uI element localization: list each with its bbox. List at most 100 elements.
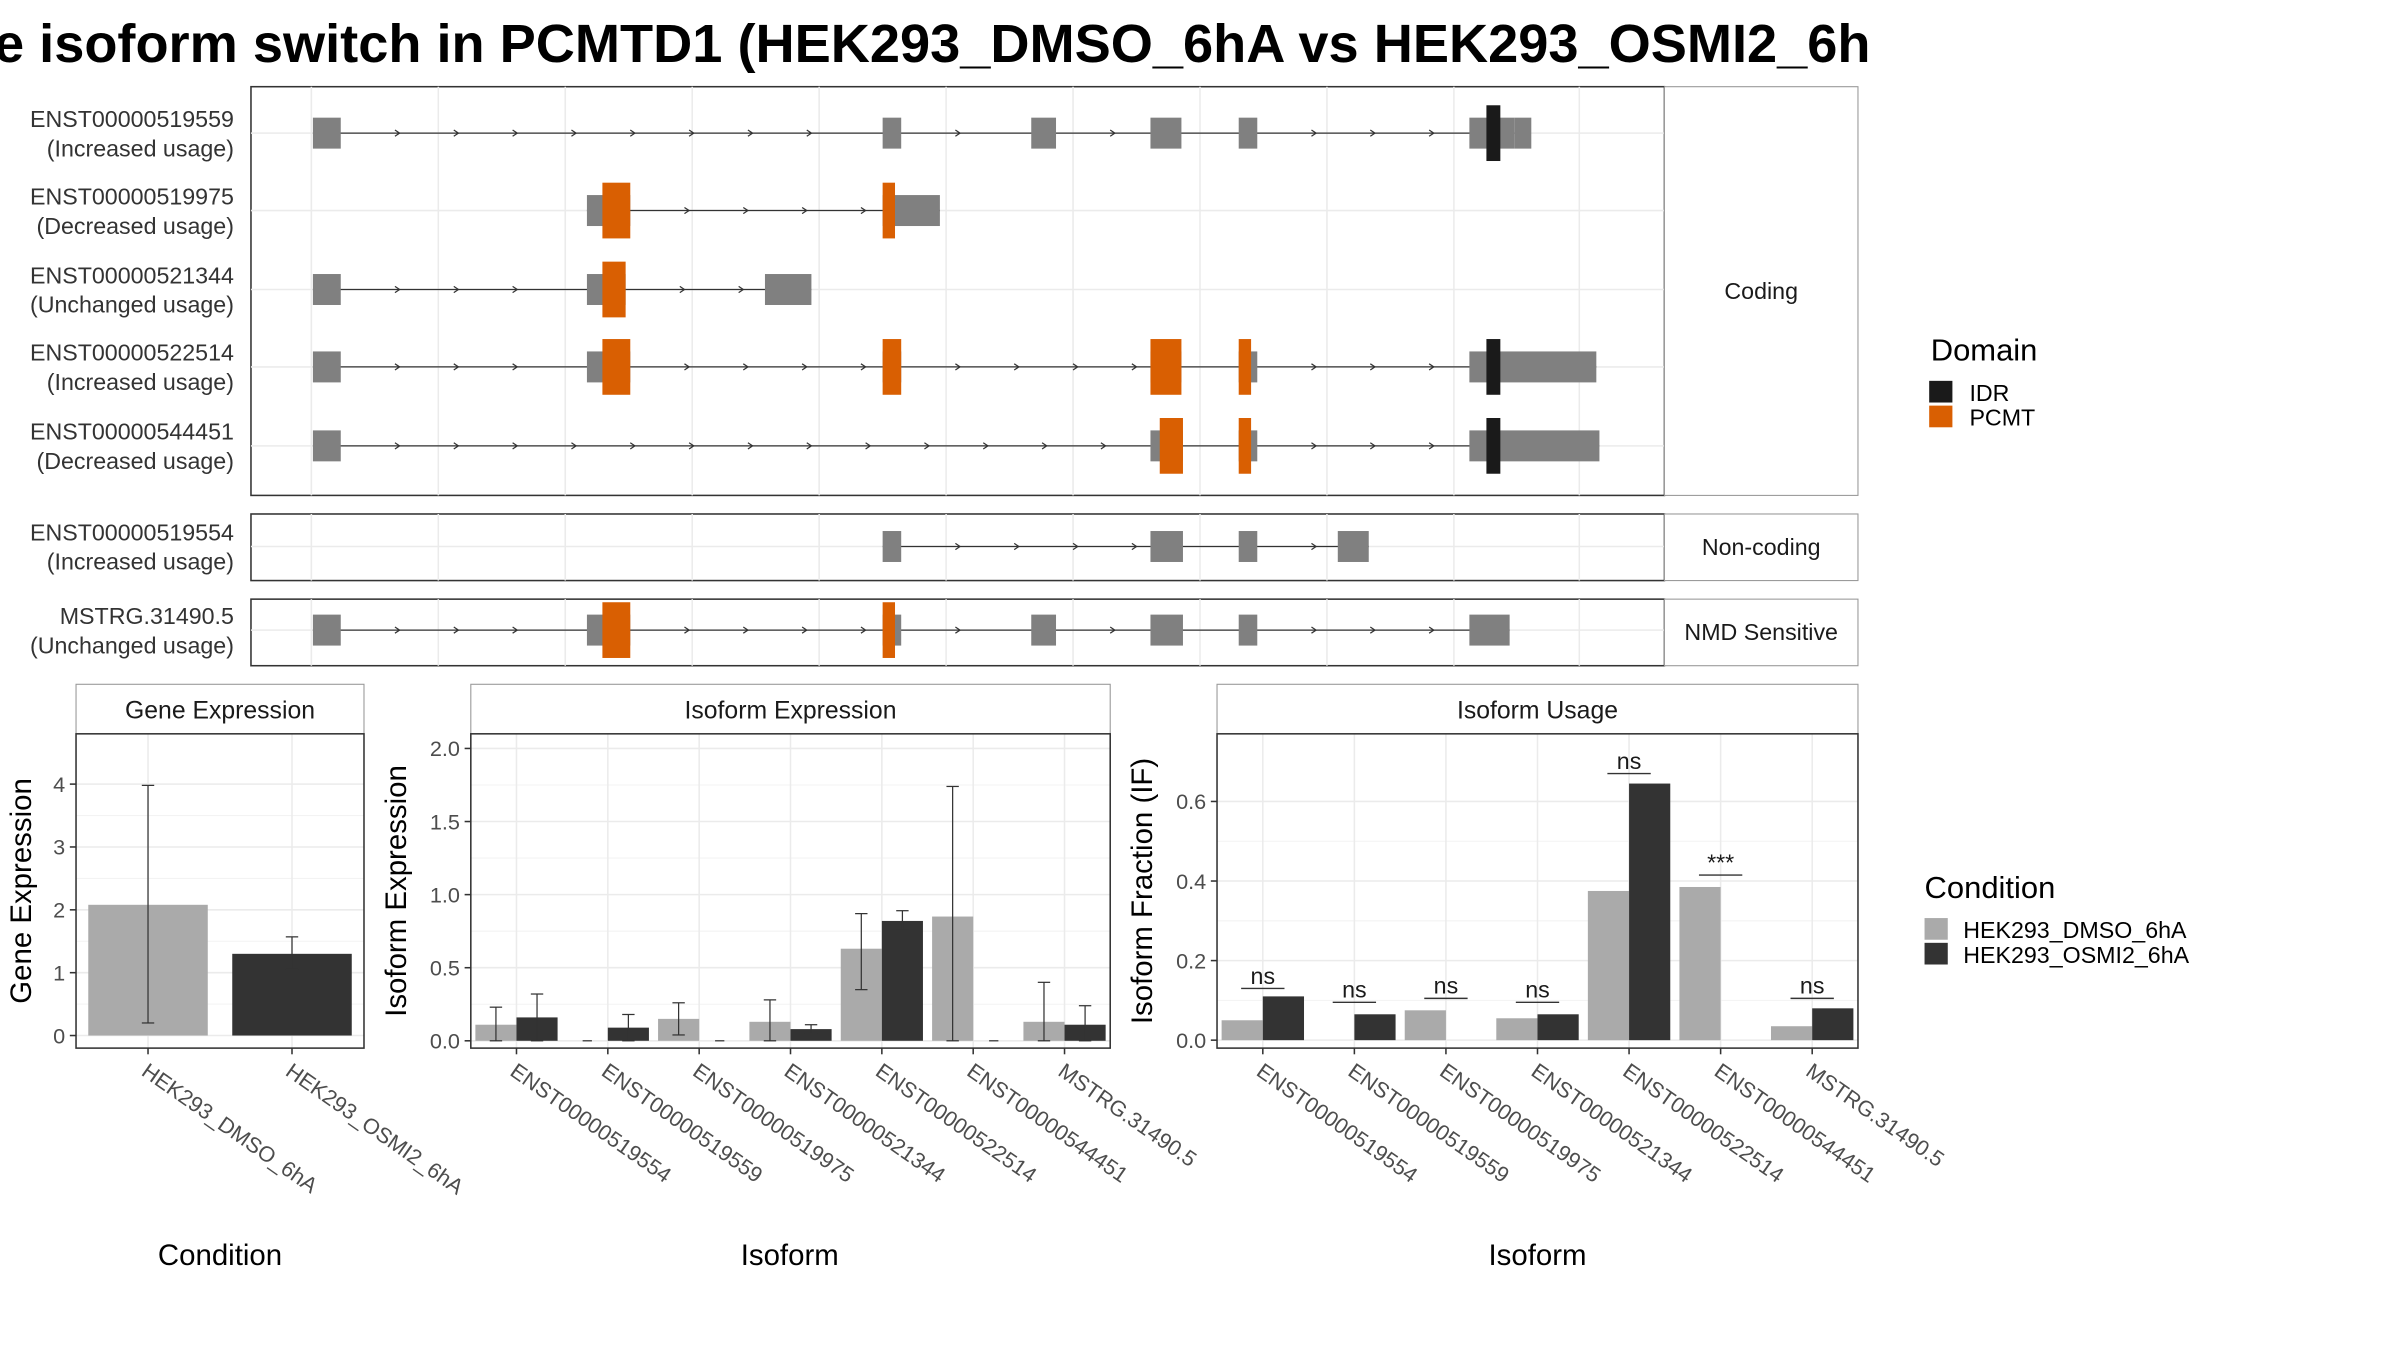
transcript-panel-2: NMD Sensitive MSTRG.31490.5 (Unchanged usa…	[30, 598, 1859, 667]
intron-arrow	[1013, 542, 1020, 551]
x-tick-label: ENST00000544451	[963, 1058, 1133, 1188]
transcript-id: ENST00000519559	[30, 106, 234, 132]
intron-arrow	[1428, 363, 1435, 371]
intron-arrow	[1369, 129, 1377, 137]
legend-label: IDR	[1969, 380, 2009, 406]
panel-strip	[1663, 86, 1859, 496]
bar-chart-panels: Gene Expression01234HEK293_DMSO_6hAHEK29…	[5, 683, 1949, 1272]
panel-strip	[1663, 513, 1859, 582]
intron-arrow	[453, 442, 460, 450]
domain-pcmt	[1238, 339, 1252, 395]
bar	[1770, 1026, 1813, 1041]
intron-arrow	[955, 542, 962, 551]
transcript-row: MSTRG.31490.5 (Unchanged usage)	[30, 602, 1510, 658]
legend-key-cond1	[1924, 918, 1948, 940]
intron-arrow	[1311, 363, 1318, 371]
figure-title: e isoform switch in PCMTD1 (HEK293_DMSO_…	[0, 14, 1871, 74]
intron-arrow	[1109, 129, 1116, 137]
panel-strip	[470, 683, 1111, 735]
intron-arrow	[1100, 442, 1107, 450]
legend-label: HEK293_DMSO_6hA	[1963, 917, 2187, 943]
transcript-row: ENST00000519559 (Increased usage)	[30, 105, 1532, 161]
transcript-usage: (Unchanged usage)	[30, 632, 234, 658]
transcript-row: ENST00000544451 (Decreased usage)	[30, 418, 1600, 474]
x-tick-label: ENST00000519559	[1344, 1058, 1514, 1188]
intron-arrow	[738, 285, 745, 294]
intron-arrow	[860, 626, 867, 634]
transcript-id: ENST00000519975	[30, 183, 234, 209]
panel-title: Gene Expression	[125, 697, 315, 724]
intron-arrow	[453, 129, 460, 137]
intron-arrow	[629, 442, 637, 450]
intron-arrow	[1013, 363, 1020, 371]
intron-arrow	[742, 206, 750, 215]
x-tick-label: ENST00000522514	[1618, 1058, 1788, 1188]
panel-strip	[1216, 683, 1859, 735]
intron-arrow	[1311, 542, 1318, 551]
intron-arrow	[629, 129, 637, 137]
panel-background	[250, 85, 1666, 497]
significance-label: ns	[1434, 973, 1459, 999]
bar	[1262, 996, 1305, 1041]
intron-arrow	[747, 442, 754, 450]
exon	[882, 117, 902, 149]
intron-arrow	[1369, 442, 1377, 450]
x-tick-label: ENST00000519554	[506, 1058, 676, 1188]
intron-arrow	[955, 626, 962, 634]
bar	[790, 1029, 832, 1041]
legend-title: Condition	[1925, 870, 2056, 905]
intron-arrow	[1041, 442, 1048, 450]
bar	[1354, 1014, 1396, 1041]
intron-arrow	[684, 626, 691, 634]
intron-arrow	[1428, 626, 1435, 634]
intron-arrow	[1311, 129, 1318, 137]
intron-arrow	[394, 442, 401, 450]
intron-arrow	[1369, 363, 1377, 371]
bar	[1629, 783, 1671, 1041]
exon	[312, 614, 341, 646]
intron-arrow	[679, 285, 686, 294]
intron-arrow	[453, 626, 460, 634]
panel-strip-label: Non-coding	[1702, 534, 1821, 560]
domain-pcmt	[882, 602, 896, 658]
x-tick-label: ENST00000521344	[1527, 1058, 1697, 1188]
domain-pcmt	[602, 339, 631, 395]
domain-pcmt	[882, 182, 896, 239]
x-axis-title: Condition	[158, 1239, 282, 1272]
transcript-id: ENST00000521344	[30, 262, 234, 288]
significance-label: ns	[1342, 977, 1367, 1003]
intron-arrow	[860, 363, 867, 371]
transcript-row: ENST00000522514 (Increased usage)	[30, 339, 1597, 395]
exon	[1238, 531, 1258, 562]
y-tick-label: 2.0	[430, 736, 460, 761]
transcript-usage: (Increased usage)	[47, 549, 234, 575]
x-tick-label: ENST00000544451	[1710, 1058, 1880, 1188]
intron-arrow	[453, 363, 460, 371]
domain-pcmt	[602, 261, 626, 318]
chart-panel-2: Isoform Usage ns ns ns ns ns *** ns 0.0 0.2 0.4 0.6…	[1126, 683, 1949, 1272]
intron-arrow	[1131, 542, 1138, 551]
intron-arrow	[571, 442, 578, 450]
intron-arrow	[742, 626, 750, 634]
significance-label: ns	[1251, 963, 1276, 989]
legend-key-idr	[1929, 380, 1953, 403]
intron-arrow	[688, 129, 695, 137]
x-axis-title: Isoform	[1488, 1239, 1586, 1272]
intron-arrow	[801, 363, 808, 371]
panel-strip-label: NMD Sensitive	[1684, 619, 1838, 645]
y-tick-label: 4	[53, 772, 65, 797]
intron-arrow	[1109, 626, 1116, 634]
y-tick-label: 1.5	[430, 809, 460, 834]
y-axis-title: Isoform Expression	[380, 765, 413, 1017]
y-tick-label: 1	[53, 960, 65, 985]
intron-arrow	[806, 129, 813, 137]
exon	[312, 117, 341, 149]
y-tick-label: 0.6	[1176, 789, 1206, 814]
intron-arrow	[801, 206, 808, 215]
intron-arrow	[1131, 363, 1138, 371]
x-tick-label: ENST00000522514	[871, 1058, 1041, 1188]
panel-title: Isoform Usage	[1457, 697, 1618, 724]
intron-arrow	[924, 442, 931, 450]
intron-arrow	[1072, 542, 1079, 551]
